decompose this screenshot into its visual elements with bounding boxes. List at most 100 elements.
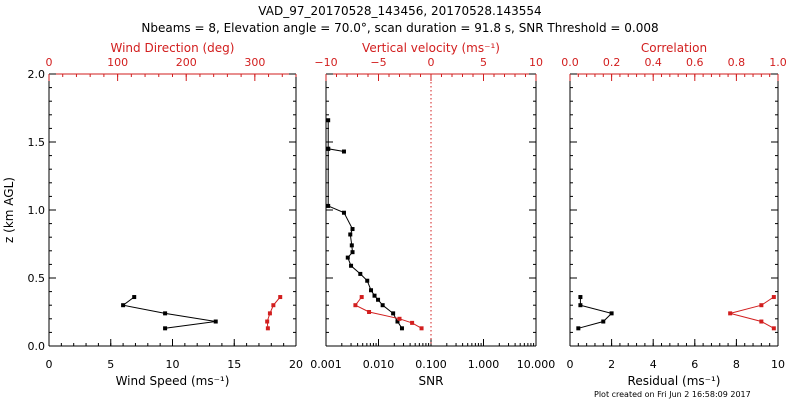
x-axis-label: SNR (419, 374, 444, 388)
data-point (601, 319, 606, 324)
data-point (341, 149, 346, 154)
x-tick-label: 8 (733, 358, 740, 371)
data-point (345, 255, 350, 260)
x-tick-label: 0.010 (363, 358, 395, 371)
x-tick-label: 6 (691, 358, 698, 371)
data-point (265, 319, 270, 324)
top-tick-label: 0 (428, 56, 435, 69)
panel-snr: 0.001 0.010 0.100 1.000 10.000 SNR −10 −5 0 5 10 Ve… (310, 41, 555, 388)
data-point (350, 227, 355, 232)
x-tick-label: 15 (227, 358, 241, 371)
panel-wind: 0.0 0.5 1.0 1.5 2.0 z (km AGL) 0 5 10 15 20 Wind Sp… (2, 41, 303, 388)
data-point (349, 243, 354, 248)
x-tick-label: 20 (289, 358, 303, 371)
x-tick-label: 0 (567, 358, 574, 371)
data-point (348, 232, 353, 237)
data-point (213, 319, 218, 324)
top-tick-label: −10 (314, 56, 337, 69)
top-axis-label: Vertical velocity (ms⁻¹) (362, 41, 500, 55)
data-point (278, 295, 283, 300)
y-axis-label: z (km AGL) (2, 177, 16, 243)
data-point (391, 311, 396, 316)
data-point (397, 316, 402, 321)
data-point (367, 310, 372, 314)
data-point (399, 326, 404, 331)
x-axis-label: Wind Speed (ms⁻¹) (116, 374, 230, 388)
data-point (163, 311, 168, 316)
series-line (121, 296, 216, 329)
x-tick-label: 2 (608, 358, 615, 371)
top-tick-label: 0.6 (686, 56, 704, 69)
data-point (271, 303, 276, 308)
top-tick-label: 300 (244, 56, 265, 69)
data-point (771, 295, 776, 300)
x-tick-label: 1.000 (468, 358, 500, 371)
data-point (341, 210, 346, 215)
data-point (576, 326, 581, 331)
top-tick-label: 0.4 (644, 56, 662, 69)
data-point (267, 311, 272, 316)
y-tick-label: 1.5 (28, 136, 46, 149)
data-point (759, 319, 764, 324)
data-point (358, 271, 363, 276)
top-tick-label: −5 (370, 56, 386, 69)
data-point (395, 319, 400, 324)
y-tick-label: 0.5 (28, 272, 46, 285)
x-tick-label: 0 (46, 358, 53, 371)
data-point (578, 303, 583, 308)
title-line-1: VAD_97_20170528_143456, 20170528.143554 (258, 4, 541, 18)
data-point (376, 297, 381, 302)
top-tick-label: 0 (46, 56, 53, 69)
x-axis-label: Residual (ms⁻¹) (628, 374, 721, 388)
series-line (728, 296, 775, 329)
data-point (771, 326, 776, 331)
data-point (728, 311, 733, 316)
top-tick-label: 200 (176, 56, 197, 69)
top-tick-label: 100 (107, 56, 128, 69)
data-point (353, 303, 358, 308)
x-tick-label: 4 (650, 358, 657, 371)
panel-residual: 0 2 4 6 8 10 Residual (ms⁻¹) 0.0 0.2 0.4 0.6 0.8 1.0… (561, 41, 787, 388)
top-tick-label: 0.0 (561, 56, 579, 69)
data-point (121, 303, 126, 308)
x-tick-label: 0.100 (415, 358, 447, 371)
data-point (359, 295, 364, 300)
top-axis-label: Correlation (641, 41, 707, 55)
series-line (578, 297, 613, 329)
data-point (369, 288, 374, 293)
data-point (326, 118, 331, 123)
top-tick-label: 0.2 (603, 56, 621, 69)
data-point (163, 326, 168, 331)
title-line-2: Nbeams = 8, Elevation angle = 70.0°, sca… (141, 21, 658, 35)
data-point (410, 320, 415, 325)
top-tick-label: 0.8 (728, 56, 746, 69)
y-tick-label: 2.0 (28, 68, 46, 81)
top-tick-label: 10 (529, 56, 543, 69)
data-point (419, 326, 424, 331)
top-tick-label: 5 (480, 56, 487, 69)
x-tick-label: 5 (107, 358, 114, 371)
data-point (372, 293, 377, 298)
top-axis-label: Wind Direction (deg) (111, 41, 235, 55)
y-tick-label: 1.0 (28, 204, 46, 217)
x-tick-label: 10 (166, 358, 180, 371)
data-point (578, 295, 583, 300)
data-point (380, 303, 385, 308)
data-point (349, 263, 354, 268)
y-tick-label: 0.0 (28, 340, 46, 353)
x-tick-label: 10.000 (517, 358, 556, 371)
x-tick-label: 10 (771, 358, 785, 371)
plot-created-note: Plot created on Fri Jun 2 16:58:09 2017 (594, 390, 751, 399)
series-line (327, 120, 403, 329)
top-tick-label: 1.0 (769, 56, 787, 69)
data-point (265, 326, 270, 331)
data-point (350, 250, 355, 255)
data-point (326, 203, 331, 208)
x-tick-label: 0.001 (310, 358, 342, 371)
data-point (609, 311, 614, 316)
data-point (326, 146, 331, 151)
data-point (132, 295, 137, 300)
data-point (759, 303, 764, 308)
